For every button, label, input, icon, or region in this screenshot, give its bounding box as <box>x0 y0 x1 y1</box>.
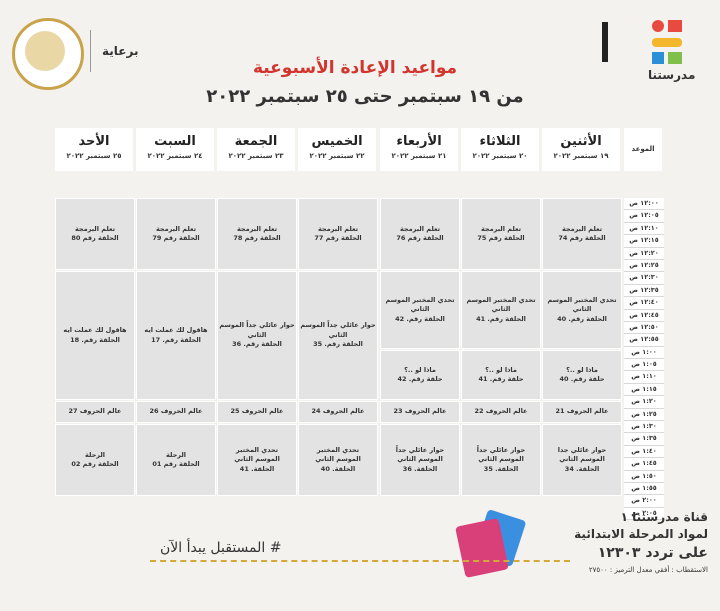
day-name: الأحد <box>78 134 110 149</box>
program-cell: تحدي المختبر الموسم الثاني الحلقة. 40 <box>298 424 378 496</box>
time-slot: ٢:٠٥ ص <box>624 507 664 521</box>
time-slot: ١:١٥ ص <box>624 383 664 397</box>
time-slot: ١:٣٥ ص <box>624 433 664 446</box>
frequency: على تردد ١٢٣٠٣ <box>597 545 708 561</box>
books-illustration <box>455 510 526 578</box>
sponsor-label: برعاية <box>102 44 139 58</box>
time-column-header: الموعد <box>624 128 662 171</box>
program-cell: عالم الحروف 24 <box>298 401 378 423</box>
program-cell: ماذا لو ..؟ حلقة رقم. 42 <box>380 350 460 400</box>
program-cell: تعلم البرمجة الحلقة رقم 76 <box>380 198 460 270</box>
day-header-friday: الجمعة ٢٣ سبتمبر ٢٠٢٢ <box>217 128 295 171</box>
day-name: الأربعاء <box>396 134 442 149</box>
day-header-thursday: الخميس ٢٢ سبتمبر ٢٠٢٢ <box>298 128 376 171</box>
time-column: ١٢:٠٠ ص ١٢:٠٥ ص ١٢:١٠ ص ١٢:١٥ ص ١٢:٢٠ ص … <box>624 198 664 521</box>
time-slot: ١٢:٤٠ ص <box>624 297 664 310</box>
day-header-wednesday: الأربعاء ٢١ سبتمبر ٢٠٢٢ <box>380 128 458 171</box>
program-cell: تعلم البرمجة الحلقة رقم 74 <box>542 198 622 270</box>
time-slot: ١:٥٠ ص <box>624 470 664 483</box>
program-cell: عالم الحروف 25 <box>217 401 297 423</box>
slogan: # المستقبل يبدأ الآن <box>160 540 282 556</box>
time-slot: ١:٢٠ ص <box>624 396 664 409</box>
program-cell: حوار عائلي جداً الموسم الثاني الحلقة. 36 <box>380 424 460 496</box>
page-subtitle: من ١٩ سبتمبر حتى ٢٥ سبتمبر ٢٠٢٢ <box>206 86 524 107</box>
program-cell: عالم الحروف 27 <box>55 401 135 423</box>
divider <box>90 30 91 72</box>
program-cell: ماذا لو ..؟ حلقة رقم. 40 <box>542 350 622 400</box>
reception-note: الاستقطاب : أفقي معدل الترميز : ٢٧٥٠٠ <box>588 566 708 574</box>
day-header-sunday: الأحد ٢٥ سبتمبر ٢٠٢٢ <box>55 128 133 171</box>
day-name: السبت <box>154 134 196 149</box>
time-slot: ١:٠٥ ص <box>624 359 664 372</box>
time-slot: ١:٣٠ ص <box>624 421 664 434</box>
program-cell: الرحلة الحلقة رقم 02 <box>55 424 135 496</box>
day-name: الخميس <box>311 134 363 149</box>
madrasatna-logo <box>602 20 682 64</box>
program-cell: تعلم البرمجة الحلقة رقم 75 <box>461 198 541 270</box>
day-date: ٢٤ سبتمبر ٢٠٢٢ <box>147 152 203 160</box>
day-date: ٢١ سبتمبر ٢٠٢٢ <box>391 152 447 160</box>
ministry-seal-logo <box>12 18 84 90</box>
day-date: ٢٠ سبتمبر ٢٠٢٢ <box>472 152 528 160</box>
time-slot: ١٢:٣٠ ص <box>624 272 664 285</box>
time-slot: ١:٥٥ ص <box>624 482 664 496</box>
day-header-monday: الأثنين ١٩ سبتمبر ٢٠٢٢ <box>542 128 620 171</box>
time-slot: ١:٤٠ ص <box>624 445 664 459</box>
day-date: ٢٢ سبتمبر ٢٠٢٢ <box>309 152 365 160</box>
program-cell: تحدي المختبر الموسم الثاني الحلقة. 41 <box>217 424 297 496</box>
time-slot: ١:١٠ ص <box>624 371 664 384</box>
time-slot: ١:٠٠ ص <box>624 346 664 360</box>
program-cell: تحدي المختبر الموسم الثاني الحلقة رقم. 4… <box>542 271 622 349</box>
time-slot: ١٢:٤٥ ص <box>624 309 664 322</box>
program-cell: تعلم البرمجة الحلقة رقم 79 <box>136 198 216 270</box>
time-slot: ١٢:١٥ ص <box>624 235 664 248</box>
program-cell: تعلم البرمجة الحلقة رقم 77 <box>298 198 378 270</box>
time-slot: ١:٤٥ ص <box>624 458 664 471</box>
program-cell: حوار عائلي جداً الموسم الثاني الحلقة رقم… <box>298 271 378 400</box>
program-cell: تحدي المختبر الموسم الثاني الحلقة رقم. 4… <box>461 271 541 349</box>
day-date: ٢٣ سبتمبر ٢٠٢٢ <box>228 152 284 160</box>
day-header-saturday: السبت ٢٤ سبتمبر ٢٠٢٢ <box>136 128 214 171</box>
program-cell: عالم الحروف 21 <box>542 401 622 423</box>
time-slot: ٢:٠٠ ص <box>624 495 664 508</box>
day-name: الجمعة <box>234 134 278 149</box>
channel-name: قناة مدرستنا ١ <box>620 510 708 524</box>
program-cell: ماذا لو ..؟ حلقة رقم. 41 <box>461 350 541 400</box>
channel-subtitle: لمواد المرحلة الابتدائية <box>574 527 708 541</box>
program-cell: تعلم البرمجة الحلقة رقم 80 <box>55 198 135 270</box>
time-slot: ١٢:٥٠ ص <box>624 321 664 335</box>
program-cell: عالم الحروف 23 <box>380 401 460 423</box>
dashed-path <box>150 560 570 564</box>
time-slot: ١٢:٢٠ ص <box>624 247 664 260</box>
program-cell: حوار عائلي جداً الموسم الثاني الحلقة. 35 <box>461 424 541 496</box>
program-cell: هاقول لك عملت ايه الحلقة رقم. 18 <box>55 271 135 400</box>
program-cell: هاقول لك عملت ايه الحلقة رقم. 17 <box>136 271 216 400</box>
time-slot: ١٢:٠٥ ص <box>624 210 664 223</box>
program-cell: عالم الحروف 26 <box>136 401 216 423</box>
time-slot: ١٢:٠٠ ص <box>624 198 664 211</box>
day-name: الأثنين <box>560 134 602 149</box>
program-cell: عالم الحروف 22 <box>461 401 541 423</box>
time-slot: ١٢:٥٥ ص <box>624 334 664 347</box>
time-slot: ١٢:٣٥ ص <box>624 284 664 298</box>
day-header-tuesday: الثلاثاء ٢٠ سبتمبر ٢٠٢٢ <box>461 128 539 171</box>
day-name: الثلاثاء <box>479 134 521 149</box>
day-date: ٢٥ سبتمبر ٢٠٢٢ <box>66 152 122 160</box>
program-cell: حوار عائلي جدا الموسم الثاني الحلقة. 34 <box>542 424 622 496</box>
day-date: ١٩ سبتمبر ٢٠٢٢ <box>553 152 609 160</box>
time-slot: ١:٢٥ ص <box>624 408 664 422</box>
time-slot: ١٢:١٠ ص <box>624 222 664 236</box>
page-title: مواعيد الإعادة الأسبوعية <box>252 58 458 78</box>
program-cell: تعلم البرمجة الحلقة رقم 78 <box>217 198 297 270</box>
program-cell: تحدي المختبر الموسم الثاني الحلقة رقم. 4… <box>380 271 460 349</box>
brand-name: مدرستنا <box>648 68 696 82</box>
program-cell: حوار عائلي جداً الموسم الثاني الحلقة رقم… <box>217 271 297 400</box>
time-slot: ١٢:٢٥ ص <box>624 259 664 273</box>
program-cell: الرحلة الحلقة رقم 01 <box>136 424 216 496</box>
